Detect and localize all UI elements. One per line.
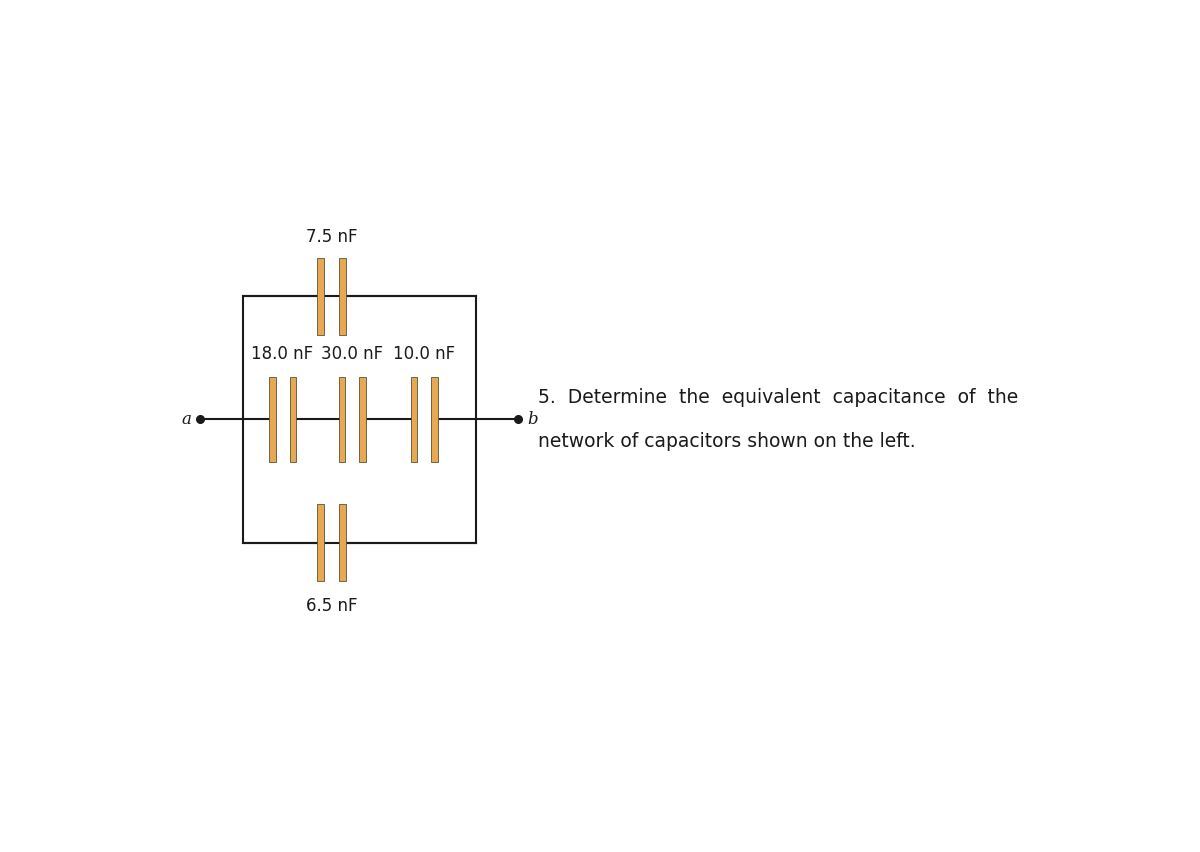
Text: 5.  Determine  the  equivalent  capacitance  of  the: 5. Determine the equivalent capacitance … xyxy=(538,389,1018,407)
Bar xyxy=(242,296,475,543)
Bar xyxy=(317,258,324,335)
Bar xyxy=(289,377,296,462)
Bar xyxy=(410,377,418,462)
Bar xyxy=(431,377,438,462)
Text: 18.0 nF: 18.0 nF xyxy=(252,345,313,363)
Bar xyxy=(317,504,324,581)
Bar xyxy=(359,377,366,462)
Bar xyxy=(338,377,346,462)
Text: network of capacitors shown on the left.: network of capacitors shown on the left. xyxy=(538,432,916,451)
Bar xyxy=(340,258,346,335)
Text: 10.0 nF: 10.0 nF xyxy=(394,345,456,363)
Bar xyxy=(340,504,346,581)
Text: 7.5 nF: 7.5 nF xyxy=(306,228,358,246)
Text: 30.0 nF: 30.0 nF xyxy=(322,345,383,363)
Bar xyxy=(269,377,276,462)
Text: 6.5 nF: 6.5 nF xyxy=(306,596,358,614)
Text: a: a xyxy=(181,411,191,428)
Text: b: b xyxy=(528,411,538,428)
